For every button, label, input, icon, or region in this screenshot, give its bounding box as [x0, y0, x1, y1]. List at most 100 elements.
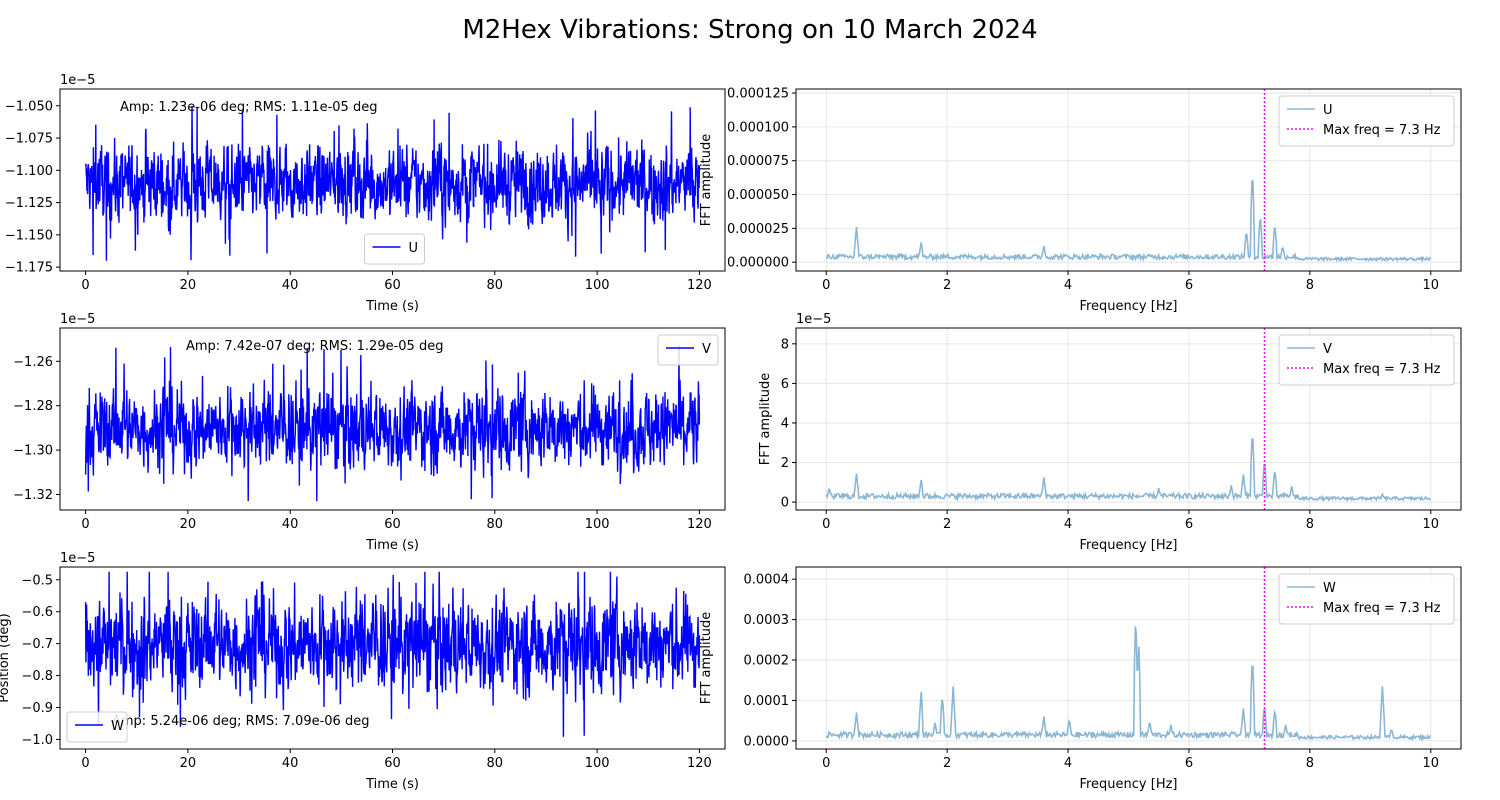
x-tick-label: 120: [687, 278, 712, 293]
chart-panel-v-time-series: 0 20 40 60 80 100 120 −1.26 −1.28 −1.30 −1.32 Time …: [13, 312, 726, 553]
axes-frame: [795, 88, 1462, 272]
y-tick-label: −1.32: [13, 488, 53, 503]
offset-label: 1e−5: [60, 551, 95, 566]
y-tick-label: 8: [781, 337, 789, 352]
legend-entry: U: [409, 241, 419, 256]
x-axis-label: Frequency [Hz]: [1079, 299, 1177, 314]
legend: V: [657, 334, 719, 366]
axes-frame: [795, 327, 1462, 511]
x-tick-label: 0: [81, 756, 89, 771]
y-tick-label: 0.000100: [727, 120, 789, 135]
x-tick-label: 6: [1185, 278, 1193, 293]
series-line-w: [84, 571, 701, 737]
x-tick-label: 100: [585, 756, 610, 771]
y-tick-label: 0.0001: [744, 694, 790, 709]
y-tick-label: −0.9: [21, 701, 53, 716]
x-tick-label: 0: [81, 517, 89, 532]
y-tick-label: 0.000000: [727, 256, 789, 271]
x-tick-label: 4: [1064, 517, 1072, 532]
chart-panel-v-fft: 0 2 4 6 8 10 0 2 4 6 8 Frequency [Hz] FFT amplitude 1…: [758, 312, 1462, 553]
x-axis-label: Time (s): [365, 777, 419, 792]
x-tick-label: 2: [943, 756, 951, 771]
chart-panel-w-time-series: 0 20 40 60 80 100 120 −0.5 −0.6 −0.7 −0.8 −0.9 −1.0 T…: [0, 551, 726, 792]
x-tick-label: 4: [1064, 756, 1072, 771]
x-tick-label: 60: [384, 517, 401, 532]
y-tick-label: −0.7: [21, 637, 53, 652]
axes-frame: [59, 88, 726, 272]
legend-box: [1278, 334, 1455, 386]
x-tick-label: 4: [1064, 278, 1072, 293]
y-tick-label: −1.175: [5, 261, 53, 276]
legend-box: [66, 711, 128, 743]
series-line-v: [84, 345, 701, 502]
legend-box: [1278, 573, 1455, 625]
series-line-u: [825, 180, 1432, 263]
y-tick-label: −1.100: [5, 164, 53, 179]
legend: U Max freq = 7.3 Hz: [1278, 95, 1455, 147]
y-tick-label: 0.0002: [744, 654, 790, 669]
y-tick-label: 0.0003: [744, 613, 790, 628]
x-tick-label: 20: [180, 278, 197, 293]
legend: V Max freq = 7.3 Hz: [1278, 334, 1455, 386]
legend-entry: Max freq = 7.3 Hz: [1323, 362, 1441, 377]
legend-box: [364, 233, 425, 265]
y-tick-label: 0.0000: [744, 734, 790, 749]
offset-label: 1e−5: [60, 73, 95, 88]
x-tick-label: 0: [822, 278, 830, 293]
y-tick-label: 4: [781, 416, 789, 431]
x-tick-label: 60: [384, 756, 401, 771]
figure-title: M2Hex Vibrations: Strong on 10 March 202…: [462, 15, 1037, 45]
y-tick-label: −1.050: [5, 99, 53, 114]
x-tick-label: 40: [282, 756, 299, 771]
axes-frame: [59, 327, 726, 511]
legend-entry: W: [1323, 581, 1336, 596]
x-tick-label: 8: [1306, 756, 1314, 771]
y-tick-label: −1.26: [13, 355, 53, 370]
x-tick-label: 120: [687, 756, 712, 771]
y-tick-label: −1.28: [13, 399, 53, 414]
x-tick-label: 0: [822, 517, 830, 532]
x-tick-label: 40: [282, 278, 299, 293]
legend-entry: U: [1323, 103, 1333, 118]
legend-box: [657, 334, 719, 366]
x-tick-label: 6: [1185, 517, 1193, 532]
chart-panel-u-time-series: 0 20 40 60 80 100 120 −1.050 −1.075 −1.100 −1.125 −…: [5, 73, 726, 314]
x-tick-label: 2: [943, 517, 951, 532]
y-axis-label: Position (deg): [0, 613, 12, 702]
y-tick-label: 0.000125: [727, 87, 789, 102]
x-tick-label: 10: [1422, 278, 1439, 293]
x-tick-label: 2: [943, 278, 951, 293]
chart-panel-w-fft: 0 2 4 6 8 10 0.0000 0.0001 0.0002 0.0003 0.0004 Fre…: [699, 566, 1462, 792]
legend: W Max freq = 7.3 Hz: [1278, 573, 1455, 625]
x-tick-label: 100: [585, 278, 610, 293]
x-tick-label: 8: [1306, 278, 1314, 293]
x-tick-label: 0: [822, 756, 830, 771]
x-tick-label: 100: [585, 517, 610, 532]
y-tick-label: 0.000050: [727, 188, 789, 203]
y-tick-label: −0.8: [21, 669, 53, 684]
y-axis-label: FFT amplitude: [699, 612, 714, 705]
x-axis-label: Frequency [Hz]: [1079, 777, 1177, 792]
y-tick-label: −1.125: [5, 196, 53, 211]
axes-frame: [795, 566, 1462, 750]
series-line-u: [84, 106, 701, 261]
series-line-v: [825, 438, 1432, 503]
y-tick-label: −0.5: [21, 573, 53, 588]
offset-label: 1e−5: [796, 312, 831, 327]
axes-frame: [59, 566, 726, 750]
legend-box: [1278, 95, 1455, 147]
x-tick-label: 8: [1306, 517, 1314, 532]
legend-entry: Max freq = 7.3 Hz: [1323, 123, 1441, 138]
y-tick-label: −1.30: [13, 444, 53, 459]
legend-entry: W: [111, 719, 124, 734]
y-tick-label: −1.075: [5, 132, 53, 147]
x-tick-label: 80: [487, 278, 504, 293]
y-tick-label: −0.6: [21, 605, 53, 620]
x-tick-label: 60: [384, 278, 401, 293]
y-tick-label: −1.0: [21, 733, 53, 748]
y-tick-label: 0: [781, 496, 789, 511]
amp-rms-annotation: Amp: 5.24e-06 deg; RMS: 7.09e-06 deg: [112, 714, 369, 729]
x-tick-label: 80: [487, 756, 504, 771]
x-axis-label: Frequency [Hz]: [1079, 538, 1177, 553]
